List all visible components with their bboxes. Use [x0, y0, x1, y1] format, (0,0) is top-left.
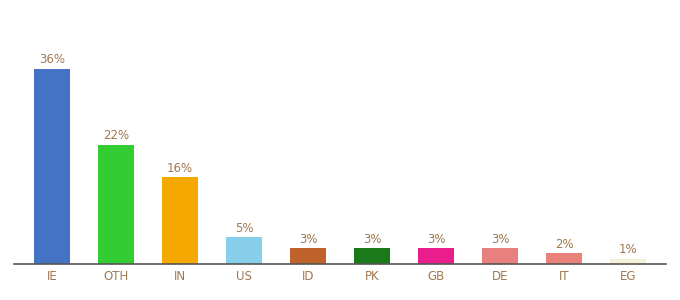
Text: 3%: 3%: [362, 232, 381, 245]
Text: 3%: 3%: [427, 232, 445, 245]
Bar: [290, 248, 326, 264]
Text: 16%: 16%: [167, 162, 193, 175]
Bar: [418, 248, 454, 264]
Text: 2%: 2%: [555, 238, 573, 251]
Text: 3%: 3%: [299, 232, 318, 245]
Text: 22%: 22%: [103, 129, 129, 142]
Bar: [482, 248, 517, 264]
Bar: [99, 145, 133, 264]
Bar: [611, 259, 645, 264]
Text: 3%: 3%: [491, 232, 509, 245]
Text: 1%: 1%: [619, 243, 637, 256]
Bar: [354, 248, 390, 264]
Text: 36%: 36%: [39, 53, 65, 66]
Bar: [163, 177, 198, 264]
Bar: [547, 253, 581, 264]
Text: 5%: 5%: [235, 222, 253, 235]
Bar: [226, 237, 262, 264]
Bar: [35, 69, 69, 264]
